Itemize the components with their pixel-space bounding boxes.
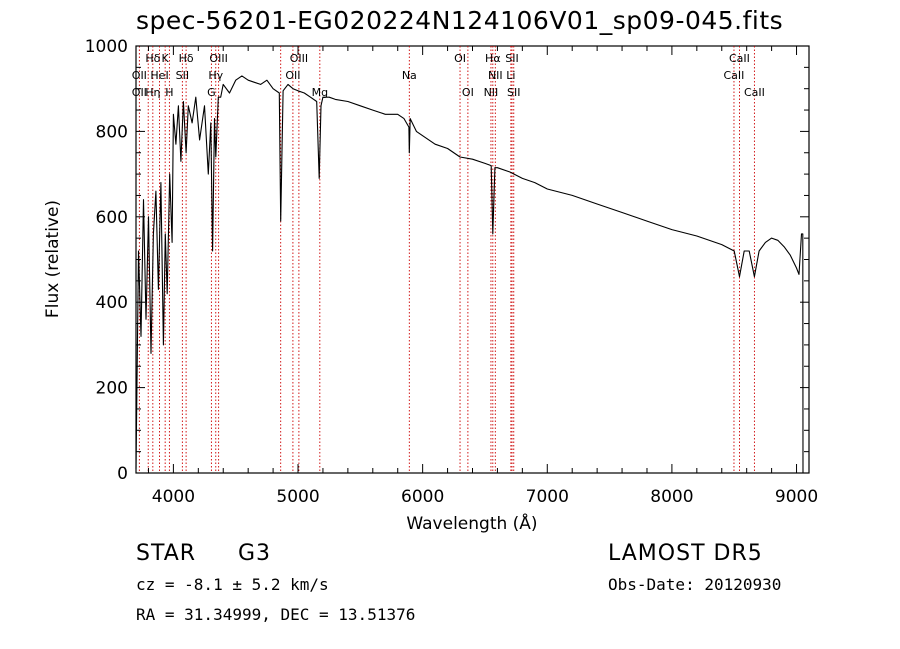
velocity-readout: cz = -8.1 ± 5.2 km/s — [136, 575, 329, 594]
survey-name: LAMOST DR5 — [608, 541, 763, 566]
y-tick-label: 400 — [96, 293, 128, 313]
line-annotation: Hη — [145, 86, 160, 99]
y-tick-label: 1000 — [85, 37, 128, 57]
line-annotation: Na — [402, 69, 417, 82]
plot-frame — [135, 45, 810, 474]
chart-title: spec-56201-EG020224N124106V01_sp09-045.f… — [136, 6, 784, 35]
line-annotation: Mg — [312, 86, 328, 99]
x-tick-label: 8000 — [650, 487, 693, 507]
line-annotation: OIII — [290, 52, 308, 65]
spectral-subclass: G3 — [238, 541, 272, 566]
line-annotation: NII — [488, 69, 503, 82]
obs-date: Obs-Date: 20120930 — [608, 575, 782, 594]
y-tick-label: 600 — [96, 208, 128, 228]
y-tick-label: 800 — [96, 122, 128, 142]
line-annotation: OI — [454, 52, 466, 65]
y-tick-label: 0 — [117, 464, 128, 484]
x-tick-label: 7000 — [526, 487, 569, 507]
line-annotation: OIII — [209, 52, 227, 65]
y-tick-label: 200 — [96, 379, 128, 399]
line-annotation: OII — [285, 69, 300, 82]
line-annotation: CaII — [729, 52, 750, 65]
coordinates-readout: RA = 31.34999, DEC = 13.51376 — [136, 605, 416, 624]
spectrum-line — [135, 75, 804, 474]
y-axis-label: Flux (relative) — [43, 200, 63, 318]
line-annotation: K — [162, 52, 170, 65]
line-annotation: SII — [176, 69, 189, 82]
line-annotation: OI — [462, 86, 474, 99]
line-annotation: OII — [132, 69, 147, 82]
line-annotation: SII — [507, 86, 520, 99]
line-annotation: Hγ — [208, 69, 223, 82]
object-class: STAR — [136, 541, 197, 566]
line-annotation: G — [207, 86, 216, 99]
line-annotation: Hδ — [145, 52, 160, 65]
x-axis-label: Wavelength (Å) — [406, 512, 537, 534]
line-annotation: HeI — [150, 69, 168, 82]
line-annotation: Li — [506, 69, 515, 82]
line-annotation: Hα — [485, 52, 501, 65]
x-tick-label: 9000 — [775, 487, 818, 507]
x-tick-label: 4000 — [152, 487, 195, 507]
x-tick-label: 5000 — [276, 487, 319, 507]
line-annotation: Hδ — [179, 52, 194, 65]
line-annotation: NII — [484, 86, 499, 99]
line-annotation: SII — [505, 52, 518, 65]
line-annotation: OII — [132, 86, 147, 99]
x-tick-label: 6000 — [401, 487, 444, 507]
line-annotation: CaII — [744, 86, 765, 99]
line-annotation: CaII — [724, 69, 745, 82]
line-annotation: H — [165, 86, 173, 99]
